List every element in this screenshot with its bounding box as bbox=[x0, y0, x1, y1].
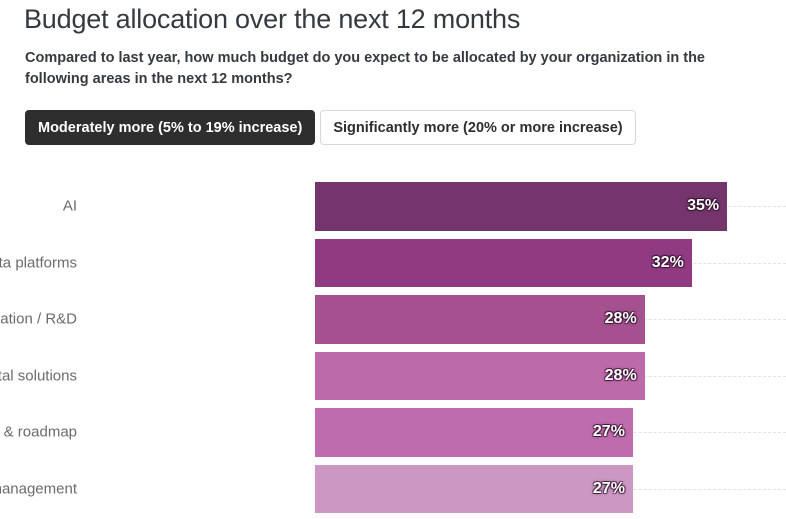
bar-category-label: AI bbox=[62, 197, 77, 215]
bar-value-label: 27% bbox=[592, 479, 625, 497]
bar-track: 28% bbox=[315, 351, 786, 400]
chart-subtitle: Compared to last year, how much budget d… bbox=[25, 50, 705, 88]
bar-category-label: Data governance & management bbox=[0, 480, 77, 498]
bar-value-label: 28% bbox=[604, 310, 637, 328]
bar[interactable]: 27% bbox=[315, 408, 633, 457]
bar-row: Data governance & management 27% bbox=[0, 461, 786, 518]
tab-group: Moderately more (5% to 19% increase) Sig… bbox=[25, 110, 636, 145]
bar-value-label: 27% bbox=[592, 423, 625, 441]
tab-significantly-more[interactable]: Significantly more (20% or more increase… bbox=[320, 110, 636, 145]
bar-category-label: Innovation / R&D bbox=[0, 310, 77, 328]
bar-value-label: 28% bbox=[604, 366, 637, 384]
bar[interactable]: 32% bbox=[315, 238, 692, 287]
bar[interactable]: 27% bbox=[315, 464, 633, 513]
bar[interactable]: 28% bbox=[315, 351, 645, 400]
tab-moderately-more-label: Moderately more (5% to 19% increase) bbox=[38, 119, 303, 136]
bar-value-label: 35% bbox=[687, 197, 720, 215]
bar[interactable]: 35% bbox=[315, 182, 728, 231]
bar-category-label: Digital, AI & data platforms bbox=[0, 254, 77, 272]
bar-track: 27% bbox=[315, 464, 786, 513]
bar-track: 32% bbox=[315, 238, 786, 287]
bar-track: 27% bbox=[315, 408, 786, 457]
page-title: Budget allocation over the next 12 month… bbox=[24, 4, 521, 34]
bar-track: 28% bbox=[315, 295, 786, 344]
bar-category-label: Digital strategy & roadmap bbox=[0, 423, 77, 441]
bar-row: Digital, AI & data platforms 32% bbox=[0, 235, 786, 292]
bar-row: Digital strategy & roadmap 27% bbox=[0, 404, 786, 461]
bar-track: 35% bbox=[315, 182, 786, 231]
bar-value-label: 32% bbox=[651, 253, 684, 271]
bar[interactable]: 28% bbox=[315, 295, 645, 344]
bar-category-label: Digital solutions bbox=[0, 367, 77, 385]
bar-row: AI 35% bbox=[0, 178, 786, 235]
tab-moderately-more[interactable]: Moderately more (5% to 19% increase) bbox=[25, 110, 316, 145]
bar-row: Innovation / R&D 28% bbox=[0, 291, 786, 348]
tab-significantly-more-label: Significantly more (20% or more increase… bbox=[333, 119, 623, 136]
bar-row: Digital solutions 28% bbox=[0, 348, 786, 405]
bar-chart: AI 35% Digital, AI & data platforms 32% Inno… bbox=[0, 178, 786, 519]
